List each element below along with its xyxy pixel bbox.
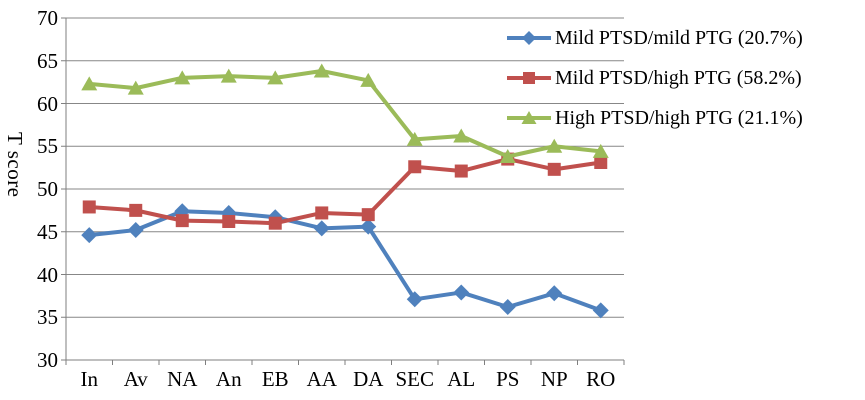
data-point-marker-triangle <box>546 138 563 153</box>
data-point-marker-triangle <box>220 68 237 83</box>
data-point-marker-triangle <box>406 131 423 146</box>
data-point-marker-triangle <box>592 143 609 158</box>
y-tick-label: 50 <box>37 177 58 201</box>
y-tick-label: 70 <box>37 6 58 30</box>
x-tick-label: EB <box>261 367 289 391</box>
x-tick-label: AL <box>447 367 476 391</box>
y-tick-label: 60 <box>37 91 58 116</box>
data-point-marker-diamond <box>499 298 516 315</box>
x-tick-label: An <box>215 367 242 391</box>
y-tick-label: 30 <box>37 348 58 372</box>
x-tick-label: SEC <box>395 367 434 391</box>
x-tick-label: PS <box>496 367 520 391</box>
data-point-marker-diamond <box>546 285 563 302</box>
data-point-marker-triangle <box>313 63 330 78</box>
legend-marker-triangle <box>521 111 537 124</box>
data-point-marker-square <box>594 155 608 169</box>
y-tick-label: 65 <box>37 48 58 73</box>
legend-item: High PTSD/high PTG (21.1%) <box>506 98 803 138</box>
data-point-marker-square <box>175 214 189 228</box>
y-tick-label: 45 <box>37 219 58 244</box>
data-point-marker-triangle <box>499 149 516 164</box>
y-tick-label: 55 <box>37 134 58 159</box>
legend-label: High PTSD/high PTG (21.1%) <box>555 106 803 129</box>
data-point-marker-diamond <box>313 220 330 237</box>
data-point-marker-square <box>361 208 375 222</box>
x-tick-label: AA <box>306 367 337 391</box>
x-tick-label: DA <box>353 367 384 391</box>
legend-diamond-swatch <box>507 31 551 45</box>
y-tick-label: 35 <box>37 305 58 330</box>
legend-label: Mild PTSD/mild PTG (20.7%) <box>555 26 803 49</box>
legend-label: Mild PTSD/high PTG (58.2%) <box>555 66 802 89</box>
data-point-marker-square <box>82 200 96 214</box>
data-point-marker-square <box>268 216 282 230</box>
data-point-marker-triangle <box>360 72 377 87</box>
data-point-marker-square <box>315 206 329 220</box>
data-point-marker-diamond <box>592 302 609 319</box>
data-point-marker-diamond <box>127 222 144 239</box>
x-tick-label: NA <box>167 367 198 391</box>
data-point-marker-triangle <box>81 76 98 91</box>
legend-triangle-swatch <box>507 111 551 124</box>
data-point-marker-diamond <box>81 227 98 244</box>
data-point-marker-triangle <box>174 70 191 85</box>
x-tick-label: NP <box>540 367 568 391</box>
chart-legend: Mild PTSD/mild PTG (20.7%) Mild PTSD/high… <box>506 18 803 138</box>
series-line-0 <box>87 209 603 313</box>
legend-square-swatch <box>507 72 551 84</box>
y-axis-title: T score <box>3 132 27 198</box>
x-tick-label: Av <box>123 367 148 391</box>
data-point-marker-triangle <box>453 128 470 143</box>
data-point-marker-square <box>129 203 143 217</box>
y-tick-label: 40 <box>37 262 58 287</box>
data-point-marker-diamond <box>453 284 470 301</box>
data-point-marker-square <box>454 164 468 178</box>
data-point-marker-square <box>222 214 236 228</box>
series-line-1 <box>87 157 603 226</box>
legend-marker-diamond <box>522 31 536 45</box>
series-line-2 <box>87 69 603 159</box>
legend-item: Mild PTSD/mild PTG (20.7%) <box>506 18 803 58</box>
x-tick-label: In <box>80 367 99 391</box>
legend-marker-square <box>523 72 535 84</box>
legend-item: Mild PTSD/high PTG (58.2%) <box>506 58 803 98</box>
data-point-marker-triangle <box>127 80 144 95</box>
x-tick-label: RO <box>586 367 616 391</box>
data-point-marker-square <box>408 160 422 174</box>
data-point-marker-square <box>547 162 561 176</box>
data-point-marker-diamond <box>360 218 377 235</box>
data-point-marker-diamond <box>406 291 423 308</box>
data-point-marker-triangle <box>267 70 284 85</box>
